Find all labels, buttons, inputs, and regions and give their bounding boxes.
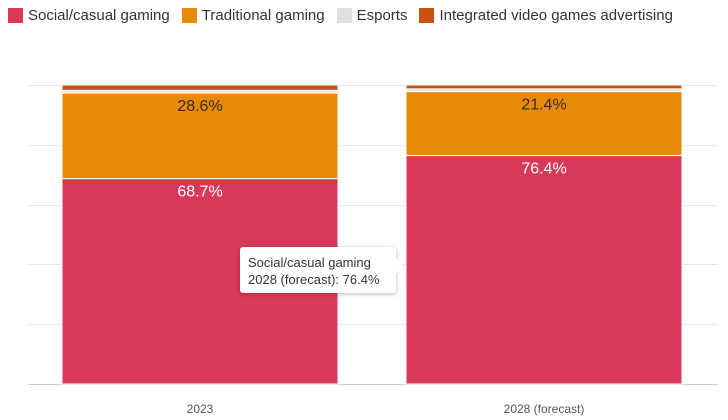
tooltip-value: 76.4% [342, 272, 380, 287]
legend: Social/casual gaming Traditional gaming Es… [8, 5, 673, 25]
legend-swatch [336, 7, 352, 23]
legend-label: Social/casual gaming [28, 6, 170, 24]
tooltip-series: Social/casual gaming [248, 255, 371, 270]
legend-swatch [419, 7, 435, 23]
data-label: 76.4% [521, 161, 566, 178]
legend-item[interactable]: Esports [336, 6, 408, 24]
legend-label: Integrated video games advertising [439, 6, 673, 24]
bar-segment[interactable] [405, 155, 683, 385]
x-tick-label: 2028 (forecast) [504, 402, 585, 416]
legend-item[interactable]: Traditional gaming [181, 6, 325, 24]
legend-label: Traditional gaming [201, 6, 325, 24]
bar-segment[interactable] [405, 91, 683, 157]
legend-label: Esports [356, 6, 408, 24]
bar-segment[interactable] [61, 92, 339, 180]
data-label: 28.6% [177, 98, 222, 115]
legend-item[interactable]: Social/casual gaming [8, 7, 170, 24]
bar-segment[interactable] [405, 84, 683, 90]
x-tick-label: 2023 [187, 402, 214, 416]
bar-segment[interactable] [61, 84, 339, 91]
legend-swatch [8, 7, 23, 23]
tooltip: Social/casual gaming 2028 (forecast): 76… [240, 247, 404, 293]
legend-item[interactable]: Integrated video games advertising [419, 6, 673, 24]
data-label: 21.4% [521, 97, 566, 114]
legend-swatch [181, 7, 197, 23]
data-label: 68.7% [177, 184, 222, 201]
tooltip-category: 2028 (forecast): [248, 272, 340, 287]
